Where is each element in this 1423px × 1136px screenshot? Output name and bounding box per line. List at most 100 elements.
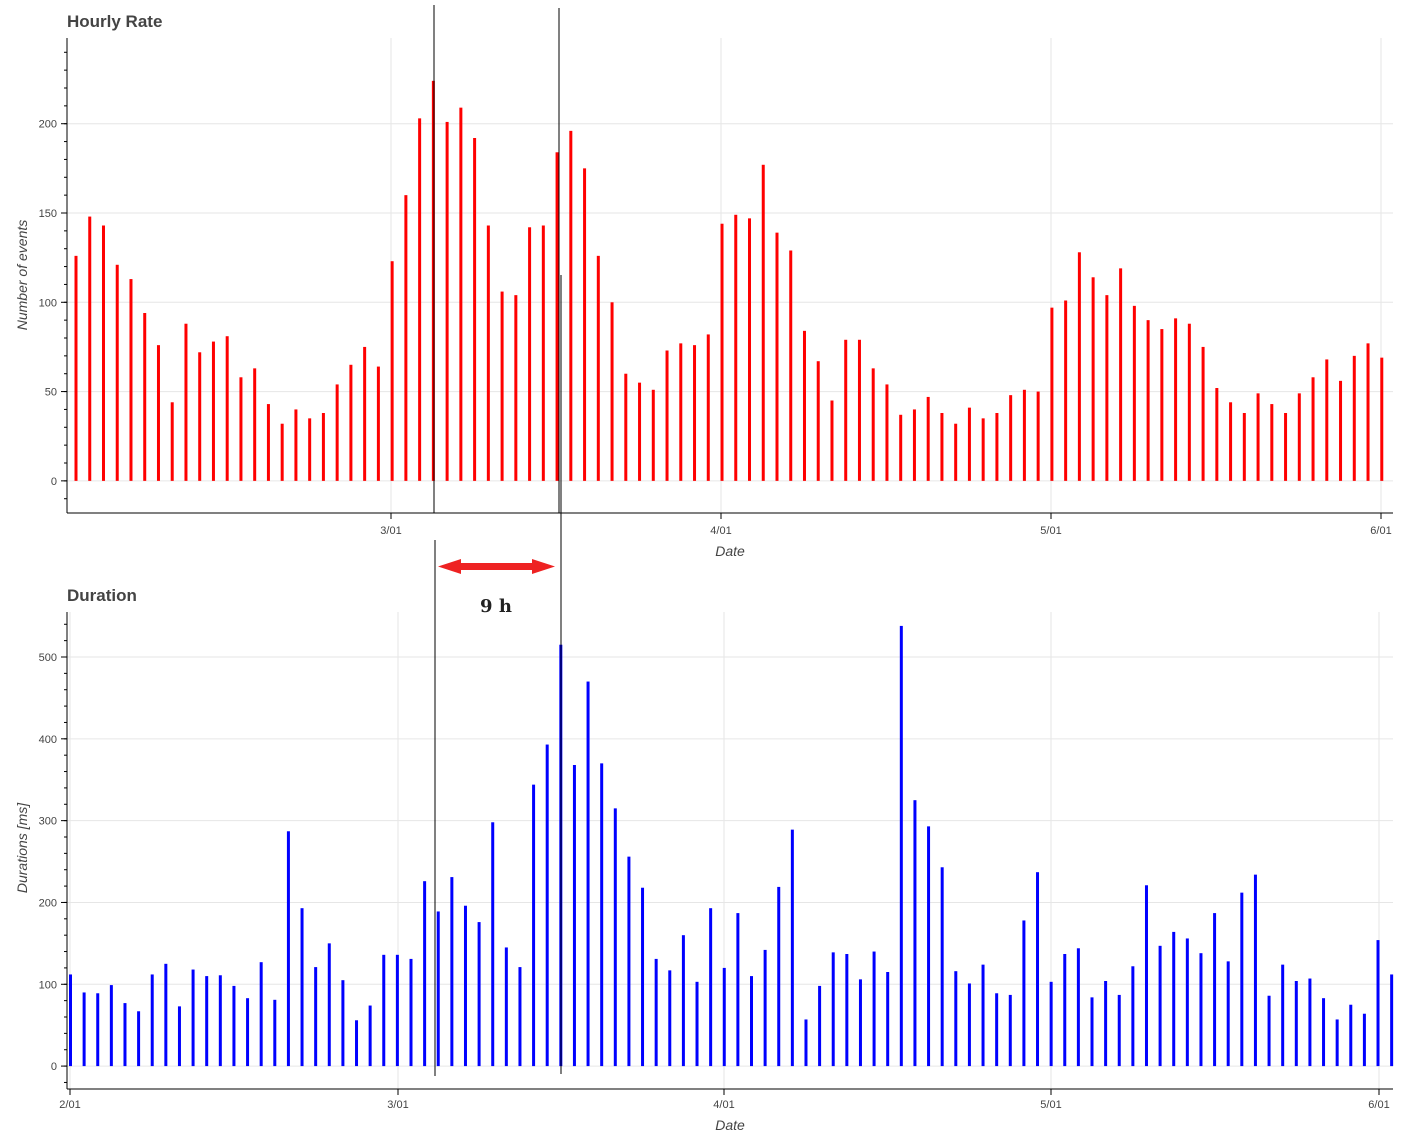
hourly-rate-bar: [1325, 359, 1329, 481]
duration-bar: [1281, 964, 1285, 1067]
duration-bar: [1090, 997, 1094, 1067]
hourly-rate-bar: [1284, 413, 1288, 481]
hourly-rate-bar: [995, 413, 999, 481]
duration-bar: [586, 681, 590, 1067]
hourly-rate-bar: [335, 384, 339, 481]
duration-bar: [96, 993, 100, 1067]
duration-bar: [477, 922, 481, 1067]
hourly-rate-bar: [445, 121, 449, 481]
duration-bar: [763, 949, 767, 1067]
hourly-rate-bar: [1270, 404, 1274, 481]
hourly-rate-bar: [1339, 380, 1343, 481]
duration-y-tick-label: 100: [39, 979, 57, 991]
duration-bar: [1104, 981, 1108, 1067]
double-arrow-icon: [438, 559, 555, 574]
hourly-rate-bar: [596, 255, 600, 481]
duration-bar: [995, 993, 999, 1067]
duration-panel: Duration 0 100 200 300 400 500 2/01 3/01 4/01 5/…: [14, 586, 1394, 1133]
duration-bar: [273, 999, 277, 1067]
hourly-rate-bar: [363, 346, 367, 481]
duration-bar: [327, 943, 331, 1067]
hourly-rate-bar: [143, 313, 147, 481]
duration-bar: [1253, 874, 1257, 1067]
hourly-rate-bar: [1105, 295, 1109, 481]
hourly-rate-bar: [459, 107, 463, 481]
duration-bar: [858, 979, 862, 1067]
duration-bar: [1022, 920, 1026, 1067]
hourly-rate-bar: [981, 418, 985, 481]
hourly-rate-bar: [926, 396, 930, 481]
hourly-rate-bar: [569, 130, 573, 481]
duration-x-tick-label: 4/01: [713, 1099, 734, 1111]
duration-bar: [1008, 994, 1012, 1067]
hourly-rate-y-tick-label: 50: [45, 387, 57, 399]
hourly-rate-x-tick-label: 6/01: [1370, 525, 1391, 537]
hourly-rate-y-label: Number of events: [14, 220, 30, 331]
hourly-rate-bar: [1009, 395, 1013, 481]
hourly-rate-bar: [1174, 318, 1178, 481]
duration-bar: [1390, 974, 1394, 1067]
duration-y-tick-label: 500: [39, 652, 57, 664]
hourly-rate-y-tick-label: 0: [51, 476, 57, 488]
duration-bar: [736, 913, 740, 1067]
duration-axes: [66, 612, 1393, 1090]
hourly-rate-bar: [514, 295, 518, 481]
hourly-rate-bar: [720, 223, 724, 481]
duration-bar: [545, 744, 549, 1067]
hourly-rate-bar: [1036, 391, 1040, 481]
hourly-rate-bar: [156, 345, 160, 481]
duration-bar: [191, 969, 195, 1067]
hourly-rate-axes: [66, 38, 1393, 514]
hourly-rate-bar: [528, 227, 532, 481]
duration-bar: [1335, 1019, 1339, 1067]
duration-bar: [218, 975, 222, 1067]
hourly-rate-bar: [88, 216, 92, 481]
duration-bar: [436, 911, 440, 1067]
duration-y-tick-label: 0: [51, 1061, 57, 1073]
duration-bar: [532, 784, 536, 1067]
duration-bar: [981, 964, 985, 1067]
duration-bar: [1226, 961, 1230, 1067]
duration-y-label: Durations [ms]: [14, 802, 30, 893]
duration-y-tick-label: 400: [39, 734, 57, 746]
hourly-rate-bar: [954, 423, 958, 481]
duration-bar: [368, 1005, 372, 1067]
duration-x-tick-label: 6/01: [1368, 1099, 1389, 1111]
hourly-rate-bar: [1091, 277, 1095, 481]
duration-bar: [1199, 953, 1203, 1067]
duration-bar: [82, 992, 86, 1067]
hourly-rate-bar: [390, 261, 394, 481]
hourly-rate-bar: [1119, 268, 1123, 481]
duration-bar: [164, 963, 168, 1067]
duration-bar: [355, 1020, 359, 1067]
duration-bar: [709, 908, 713, 1067]
hourly-rate-bar: [253, 368, 257, 481]
duration-bar: [382, 954, 386, 1067]
duration-title: Duration: [67, 586, 137, 605]
duration-bar: [613, 808, 617, 1067]
hourly-rate-bar: [473, 138, 477, 481]
hourly-rate-bar: [184, 323, 188, 481]
duration-y-tick-label: 300: [39, 816, 57, 828]
duration-bar: [967, 983, 971, 1067]
hourly-rate-bar: [294, 409, 298, 481]
hourly-rate-x-tick-label: 4/01: [710, 525, 731, 537]
duration-bar: [450, 877, 454, 1067]
duration-bar: [109, 985, 113, 1067]
duration-bar: [177, 1006, 181, 1067]
hourly-rate-bar: [816, 361, 820, 481]
hourly-rate-y-tick-label: 200: [39, 119, 57, 131]
hourly-rate-y-ticks: 0 50 100 150 200: [39, 51, 67, 500]
hourly-rate-bar: [129, 279, 133, 481]
hourly-rate-bar: [170, 402, 174, 481]
duration-bar: [246, 998, 250, 1067]
hourly-rate-bar: [748, 218, 752, 481]
duration-bar: [1294, 981, 1298, 1067]
time-span-annotation: 9 h: [433, 5, 562, 1076]
duration-bar: [600, 763, 604, 1067]
duration-bars: [69, 625, 1394, 1067]
hourly-rate-y-tick-label: 150: [39, 208, 57, 220]
duration-bar: [913, 800, 917, 1067]
hourly-rate-bar: [1022, 389, 1026, 481]
duration-bar: [927, 826, 931, 1067]
